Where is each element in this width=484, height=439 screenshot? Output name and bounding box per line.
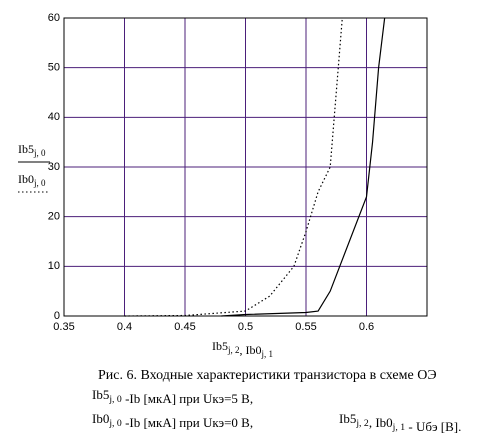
x-tick-label: 0.35 <box>53 321 74 333</box>
label-text: -Ib [мкА] при Uкэ=5 В, <box>122 391 253 406</box>
legend-subscript: j, 0 <box>33 178 46 188</box>
legend-label: Ib0j, 0 <box>18 172 46 188</box>
y-tick-label: 60 <box>48 12 60 24</box>
label-subscript: j, 2 <box>227 345 240 355</box>
label-text: Ib5 <box>92 387 109 402</box>
caption-title: Рис. 6. Входные характеристики транзисто… <box>98 368 437 383</box>
label-subscript: j, 0 <box>108 418 122 429</box>
label-text: , Ib0 <box>240 343 262 357</box>
plot-border <box>63 17 428 317</box>
y-tick-label: 10 <box>48 260 60 272</box>
y-tick-label: 40 <box>48 111 60 123</box>
rich-label: Ib5j, 0 -Ib [мкА] при Uкэ=5 В, <box>92 387 253 406</box>
label-text: Ib5 <box>212 339 228 353</box>
rich-label: Ib0j, 0 -Ib [мкА] при Uкэ=0 В, <box>92 411 253 430</box>
y-tick-label: 20 <box>48 211 60 223</box>
legend-subscript: j, 0 <box>33 148 46 158</box>
legend-name: Ib0 <box>18 172 34 186</box>
label-subscript: j, 2 <box>355 418 369 429</box>
y-tick-label: 50 <box>48 62 60 74</box>
label-text: -Ib [мкА] при Uкэ=0 В, <box>122 415 253 430</box>
label-text: Ib0 <box>92 411 109 426</box>
label-text: - Uбэ [В]. <box>405 419 461 434</box>
label-text: , Ib0 <box>369 415 393 430</box>
x-tick-label: 0.4 <box>117 321 132 333</box>
x-tick-label: 0.5 <box>238 321 253 333</box>
rich-label: Ib5j, 2, Ib0j, 1 <box>212 339 273 359</box>
y-tick-label: 30 <box>48 161 60 173</box>
label-text: Ib5 <box>339 411 356 426</box>
y-tick-label: 0 <box>54 310 60 322</box>
legend-name: Ib5 <box>18 142 34 156</box>
label-subscript: j, 0 <box>108 394 122 405</box>
label-subscript: j, 1 <box>261 349 274 359</box>
legend-label: Ib5j, 0 <box>18 142 46 158</box>
rich-label: Ib5j, 2, Ib0j, 1 - Uбэ [В]. <box>339 411 461 434</box>
x-tick-label: 0.6 <box>359 321 374 333</box>
x-tick-label: 0.45 <box>174 321 195 333</box>
label-subscript: j, 1 <box>392 422 406 433</box>
x-tick-label: 0.55 <box>295 321 316 333</box>
data-line <box>221 17 386 317</box>
